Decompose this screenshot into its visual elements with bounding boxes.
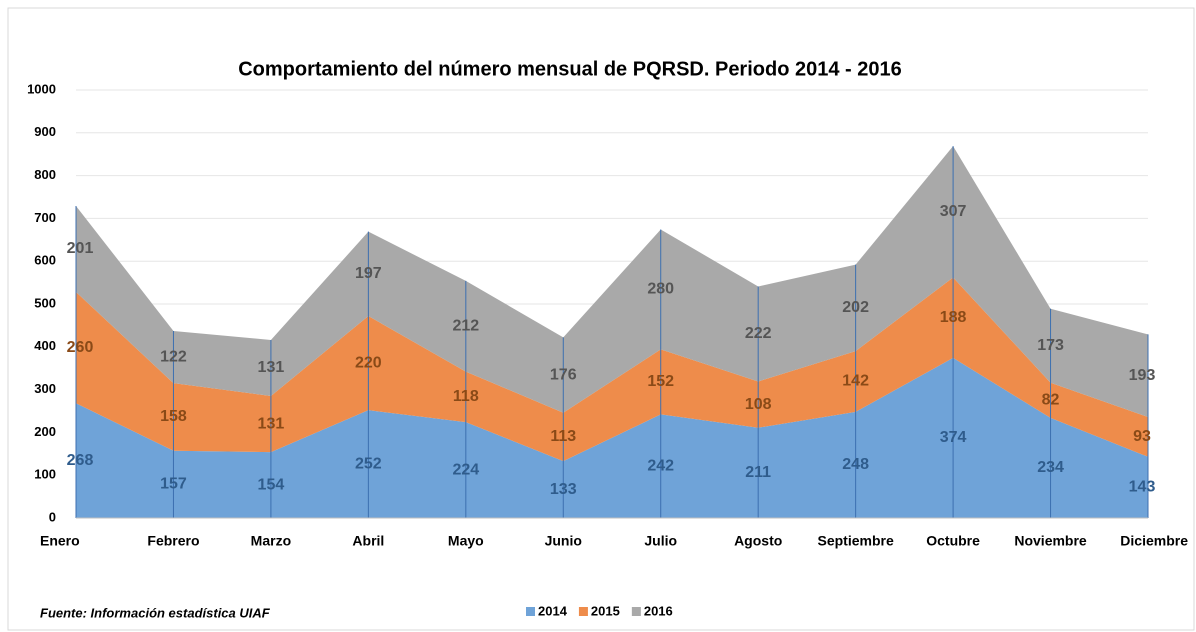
legend-label: 2015 bbox=[591, 603, 620, 618]
y-tick-label: 300 bbox=[34, 381, 56, 396]
data-label: 248 bbox=[842, 456, 869, 473]
data-label: 188 bbox=[940, 309, 967, 326]
data-label: 154 bbox=[258, 476, 285, 493]
area bbox=[76, 277, 1148, 462]
data-label: 133 bbox=[550, 481, 577, 498]
data-label: 108 bbox=[745, 396, 772, 413]
data-label: 222 bbox=[745, 325, 772, 342]
y-tick-label: 0 bbox=[49, 509, 56, 524]
area bbox=[76, 357, 1148, 518]
y-tick-label: 700 bbox=[34, 210, 56, 225]
data-label: 307 bbox=[940, 203, 967, 220]
legend-label: 2016 bbox=[644, 603, 673, 618]
data-label: 211 bbox=[745, 464, 771, 481]
x-tick-label: Noviembre bbox=[1014, 533, 1087, 549]
x-tick-label: Mayo bbox=[448, 533, 484, 549]
chart-title: Comportamiento del número mensual de PQR… bbox=[238, 58, 902, 80]
data-label: 212 bbox=[452, 317, 479, 334]
y-tick-label: 600 bbox=[34, 253, 56, 268]
legend-label: 2014 bbox=[538, 603, 568, 618]
data-label: 113 bbox=[550, 428, 576, 445]
x-tick-label: Julio bbox=[644, 533, 677, 549]
y-tick-label: 900 bbox=[34, 124, 56, 139]
data-label: 158 bbox=[160, 408, 187, 425]
data-label: 131 bbox=[258, 415, 285, 432]
y-tick-label: 400 bbox=[34, 338, 56, 353]
data-label: 268 bbox=[67, 452, 94, 469]
legend-swatch bbox=[526, 607, 535, 616]
y-tick-label: 800 bbox=[34, 167, 56, 182]
data-label: 193 bbox=[1129, 367, 1156, 384]
x-tick-label: Septiembre bbox=[818, 533, 894, 549]
data-label: 157 bbox=[160, 476, 187, 493]
area bbox=[76, 146, 1148, 417]
y-tick-label: 200 bbox=[34, 424, 56, 439]
data-label: 82 bbox=[1042, 392, 1060, 409]
data-label: 234 bbox=[1037, 459, 1064, 476]
data-label: 173 bbox=[1037, 337, 1064, 354]
legend-swatch bbox=[578, 607, 588, 616]
data-label: 220 bbox=[355, 354, 382, 371]
data-label: 374 bbox=[940, 429, 967, 446]
y-tick-label: 1000 bbox=[27, 81, 56, 96]
data-label: 142 bbox=[842, 373, 869, 390]
data-label: 280 bbox=[647, 281, 674, 298]
data-label: 118 bbox=[453, 388, 479, 405]
x-tick-label: Junio bbox=[545, 533, 582, 549]
data-label: 152 bbox=[647, 373, 674, 390]
y-tick-label: 100 bbox=[34, 467, 56, 482]
y-tick-label: 500 bbox=[34, 295, 56, 310]
data-label: 143 bbox=[1129, 479, 1156, 496]
data-label: 131 bbox=[258, 359, 285, 376]
data-label: 224 bbox=[452, 461, 479, 478]
data-label: 122 bbox=[160, 348, 187, 365]
source-note: Fuente: Información estadística UIAF bbox=[40, 605, 271, 620]
data-label: 93 bbox=[1133, 428, 1151, 445]
x-tick-label: Agosto bbox=[734, 533, 782, 549]
x-tick-label: Abril bbox=[352, 533, 384, 549]
x-tick-label: Diciembre bbox=[1120, 533, 1188, 549]
data-label: 176 bbox=[550, 366, 577, 383]
data-label: 201 bbox=[67, 240, 94, 257]
data-label: 242 bbox=[647, 457, 674, 474]
data-label: 197 bbox=[355, 265, 382, 282]
legend-swatch bbox=[631, 607, 641, 616]
x-tick-label: Febrero bbox=[147, 533, 199, 549]
data-label: 252 bbox=[355, 455, 382, 472]
x-tick-label: Marzo bbox=[251, 533, 291, 549]
data-label: 202 bbox=[842, 299, 869, 316]
x-tick-label: Enero bbox=[40, 533, 80, 549]
data-label: 260 bbox=[67, 339, 94, 356]
x-tick-label: Octubre bbox=[926, 533, 980, 549]
